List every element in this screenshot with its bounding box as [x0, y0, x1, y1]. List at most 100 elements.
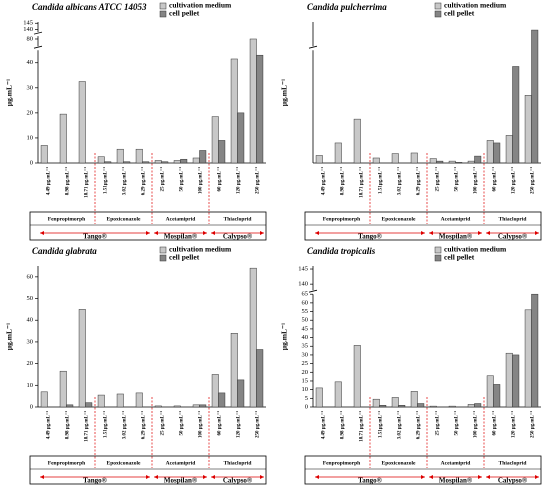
y-tick-label: 50	[27, 295, 34, 302]
y-tick-label: 30	[27, 84, 34, 91]
y-tick-label: 5	[305, 395, 308, 402]
legend-swatch	[434, 246, 442, 254]
group-label: Fenpropimorph	[323, 460, 361, 466]
x-tick-label: 120 µg.mL⁻¹	[236, 411, 242, 439]
y-axis-label: µg.mL⁻¹	[280, 79, 289, 106]
axis-break	[33, 31, 43, 35]
x-tick-label: 6.29 µg.mL⁻¹	[416, 167, 422, 196]
legend-swatch	[159, 2, 167, 10]
legend-swatch	[434, 10, 442, 18]
y-tick-label: 145	[23, 20, 33, 27]
x-tick-label: 25 µg.mL⁻¹	[160, 167, 166, 192]
bar	[353, 345, 361, 408]
y-axis-label: µg.mL⁻¹	[280, 323, 289, 350]
legend-swatch	[159, 254, 167, 262]
bar	[116, 393, 124, 408]
y-tick-label: 35	[302, 343, 309, 350]
y-tick-label: 40	[302, 334, 309, 341]
bar	[192, 157, 200, 164]
bar	[493, 142, 501, 164]
x-tick-label: 4.49 µg.mL⁻¹	[46, 167, 52, 196]
x-tick-label: 6.29 µg.mL⁻¹	[141, 167, 147, 196]
x-tick-label: 18.71 µg.mL⁻¹	[359, 167, 365, 198]
bar	[353, 118, 361, 164]
x-tick-label: 120 µg.mL⁻¹	[511, 167, 517, 195]
product-label: Tango®	[358, 233, 382, 241]
x-tick-label: 6.29 µg.mL⁻¹	[141, 411, 147, 440]
group-label: Epoxiconazole	[107, 460, 141, 466]
product-label: Calypso®	[498, 477, 528, 485]
group-box	[304, 455, 542, 485]
bar	[154, 405, 162, 408]
legend-swatch	[434, 254, 442, 262]
x-tick-label: 8.98 µg.mL⁻¹	[65, 167, 71, 196]
product-label: Calypso®	[498, 233, 528, 241]
x-tick-label: 60 µg.mL⁻¹	[217, 167, 223, 192]
bar	[142, 161, 150, 164]
bar	[211, 116, 219, 164]
bar	[505, 352, 513, 408]
group-label: Thiacloprid	[224, 216, 252, 222]
bar	[154, 160, 162, 164]
y-tick-label: 10	[27, 382, 34, 389]
chart-title: Candida albicans ATCC 14053	[32, 2, 147, 12]
group-label: Thiacloprid	[499, 460, 527, 466]
group-label: Fenpropimorph	[323, 216, 361, 222]
y-tick-label: 140	[298, 281, 308, 288]
legend-label: cell pellet	[444, 9, 475, 18]
x-tick-label: 4.49 µg.mL⁻¹	[321, 167, 327, 196]
y-tick-label: 80	[27, 35, 34, 42]
y-tick-label: 60	[302, 299, 309, 306]
x-tick-label: 4.49 µg.mL⁻¹	[46, 411, 52, 440]
y-tick-label: 20	[27, 360, 34, 367]
bar	[237, 112, 245, 164]
product-label: Mospilan®	[439, 233, 473, 241]
bar	[391, 153, 399, 164]
x-tick-label: 250 µg.mL⁻¹	[530, 411, 536, 439]
bar	[410, 152, 418, 164]
bar	[78, 309, 86, 408]
bar	[372, 398, 380, 408]
x-tick-label: 250 µg.mL⁻¹	[255, 411, 261, 439]
x-tick-label: 50 µg.mL⁻¹	[179, 411, 185, 436]
bar	[455, 162, 463, 164]
product-label: Mospilan®	[164, 233, 198, 241]
bar	[135, 148, 143, 164]
x-tick-label: 250 µg.mL⁻¹	[255, 167, 261, 195]
bar	[40, 391, 48, 408]
group-box	[29, 211, 267, 241]
x-tick-label: 100 µg.mL⁻¹	[473, 411, 479, 439]
x-tick-label: 3.02 µg.mL⁻¹	[397, 167, 403, 196]
bar	[512, 354, 520, 408]
y-tick-label: 40	[27, 59, 34, 66]
y-tick-label: 50	[302, 317, 309, 324]
x-tick-label: 100 µg.mL⁻¹	[473, 167, 479, 195]
y-tick-label: 0	[30, 159, 33, 166]
bar	[417, 403, 425, 408]
bar	[448, 405, 456, 408]
bar	[173, 160, 181, 164]
y-tick-label: 20	[27, 109, 34, 116]
y-tick-label: 140	[23, 26, 33, 33]
x-tick-label: 4.49 µg.mL⁻¹	[321, 411, 327, 440]
x-tick-label: 250 µg.mL⁻¹	[530, 167, 536, 195]
x-tick-label: 18.71 µg.mL⁻¹	[84, 411, 90, 442]
y-tick-label: 15	[302, 377, 309, 384]
x-tick-label: 100 µg.mL⁻¹	[198, 167, 204, 195]
x-tick-label: 25 µg.mL⁻¹	[435, 411, 441, 436]
y-tick-label: 10	[27, 134, 34, 141]
bar	[334, 142, 342, 164]
legend-swatch	[434, 2, 442, 10]
y-tick-label: 30	[27, 338, 34, 345]
group-label: Acetamiprid	[166, 460, 196, 466]
y-tick-label: 60	[27, 273, 34, 280]
bar	[379, 405, 387, 408]
x-tick-label: 50 µg.mL⁻¹	[454, 411, 460, 436]
group-label: Acetamiprid	[441, 460, 471, 466]
bar	[315, 155, 323, 164]
bar	[218, 140, 226, 164]
bar	[199, 404, 207, 408]
bar	[467, 160, 475, 164]
bar	[173, 405, 181, 408]
bar	[429, 158, 437, 164]
